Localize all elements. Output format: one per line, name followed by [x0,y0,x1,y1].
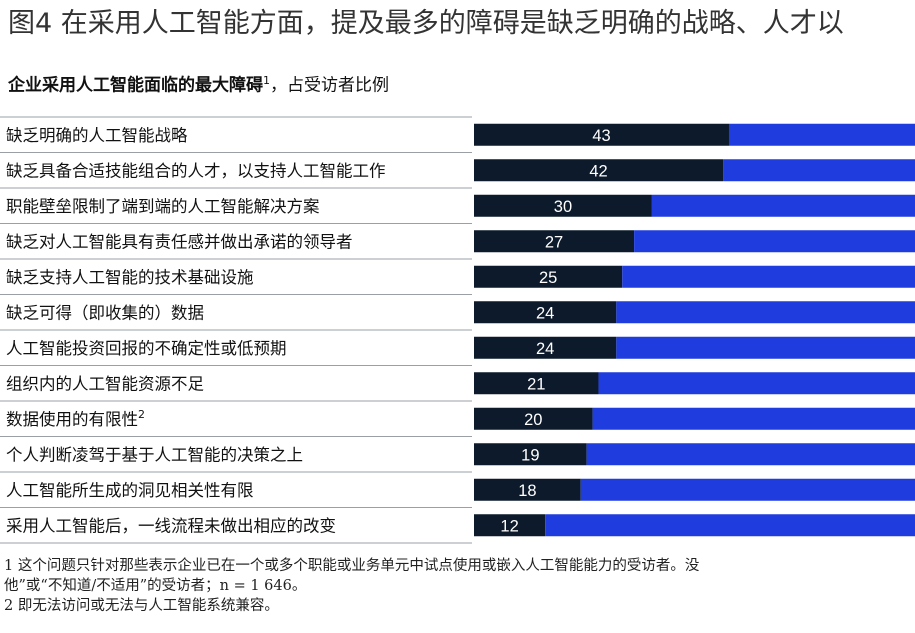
bar-segment-blue [634,230,915,253]
bar-segment-blue [616,336,915,359]
bar-segment-blue [622,265,915,288]
bar-segment-blue [723,159,915,182]
category-label: 职能壁垒限制了端到端的人工智能解决方案 [6,197,320,216]
footnote-1-continued: 他”或“不知道/不适用”的受访者；n = 1 646。 [4,578,307,594]
bar-segment-blue [651,194,915,217]
data-label: 21 [527,375,545,393]
category-label: 缺乏可得（即收集的）数据 [6,303,204,322]
data-label: 20 [524,411,542,429]
bar-segment-dark [474,265,623,288]
footnote-2: 2 即无法访问或无法与人工智能系统兼容。 [4,598,279,614]
data-label: 12 [500,517,518,535]
subtitle-rest: ，占受访者比例 [270,75,389,96]
bar-segment-blue [545,514,915,537]
page-title: 图4 在采用人工智能方面，提及最多的障碍是缺乏明确的战略、人才以 [8,8,844,39]
data-label: 18 [518,482,536,500]
subtitle-footnote-marker: 1 [263,74,270,87]
bar-segment-dark [474,123,729,146]
category-label: 缺乏明确的人工智能战略 [6,126,188,145]
bar-segment-dark [474,301,617,324]
category-label: 数据使用的有限性2 [6,408,145,429]
chart-subtitle: 企业采用人工智能面临的最大障碍1，占受访者比例 [8,68,389,96]
category-label: 人工智能投资回报的不确定性或低预期 [6,339,287,358]
category-footnote-marker: 2 [138,408,145,421]
subtitle-main: 企业采用人工智能面临的最大障碍 [8,75,263,96]
bar-segment-blue [728,123,915,146]
bar-segment-dark [474,159,724,182]
bar-segment-dark [474,230,635,253]
data-label: 25 [539,269,557,287]
category-label: 组织内的人工智能资源不足 [6,374,204,393]
bar-segment-blue [592,407,915,430]
bar-segment-blue [586,443,915,466]
data-label: 19 [521,446,539,464]
category-label: 个人判断凌驾于基于人工智能的决策之上 [6,445,303,464]
bar-segment-dark [474,194,652,217]
footnote-1: 1 这个问题只针对那些表示企业已在一个或多个职能或业务单元中试点使用或嵌入人工智… [4,558,700,574]
data-label: 24 [536,340,554,358]
bar-segment-dark [474,443,587,466]
bar-segment-dark [474,336,617,359]
category-label: 缺乏对人工智能具有责任感并做出承诺的领导者 [6,232,353,251]
data-label: 30 [554,198,572,216]
data-label: 42 [589,162,607,180]
category-label: 人工智能所生成的洞见相关性有限 [6,481,254,500]
data-label: 43 [592,127,610,145]
data-label: 24 [536,304,554,322]
data-label: 27 [545,233,563,251]
bar-segment-blue [580,478,915,501]
category-label: 采用人工智能后，一线流程未做出相应的改变 [6,516,336,535]
category-label: 缺乏具备合适技能组合的人才，以支持人工智能工作 [6,161,386,180]
bar-segment-dark [474,407,593,430]
bar-segment-dark [474,514,546,537]
bar-segment-blue [598,372,915,395]
bar-segment-dark [474,478,581,501]
category-label: 缺乏支持人工智能的技术基础设施 [6,268,254,287]
footnotes: 1 这个问题只针对那些表示企业已在一个或多个职能或业务单元中试点使用或嵌入人工智… [4,556,915,616]
bar-segment-dark [474,372,599,395]
bar-segment-blue [616,301,915,324]
